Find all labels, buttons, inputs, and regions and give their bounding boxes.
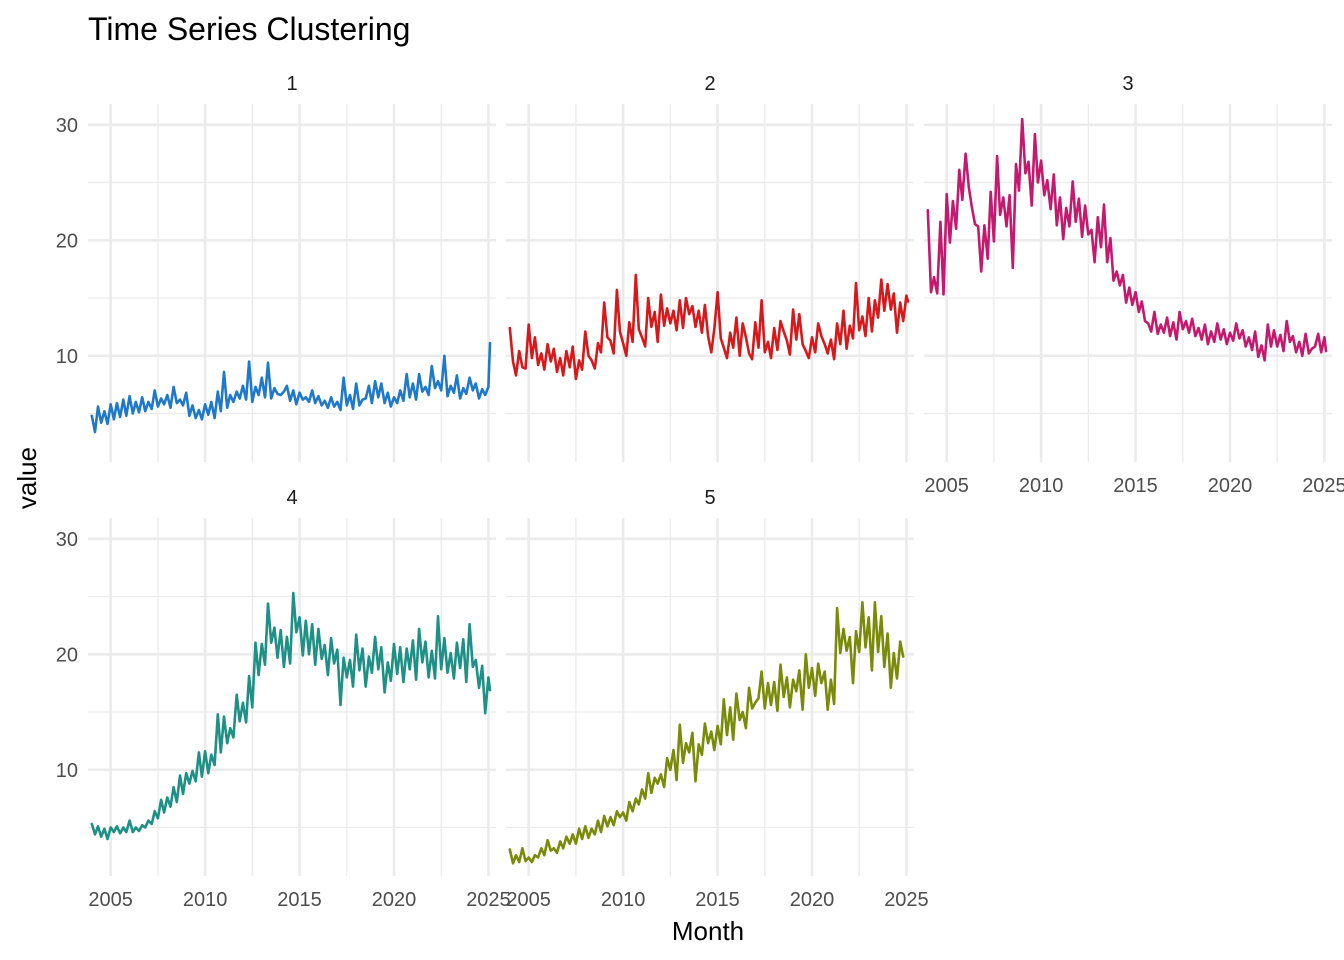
x-tick-label: 2005	[88, 889, 133, 911]
x-tick-label: 2020	[372, 889, 417, 911]
x-axis-title: Month	[672, 916, 744, 946]
x-tick-label: 2015	[1113, 475, 1158, 497]
series-line-cluster-3	[926, 117, 1328, 362]
y-tick-label: 30	[56, 529, 78, 551]
series-line-cluster-1	[90, 341, 492, 434]
x-tick-label: 2010	[1019, 475, 1064, 497]
x-tick-label: 2005	[506, 889, 551, 911]
facet-strip-label: 4	[286, 487, 297, 509]
series-line-cluster-4	[90, 591, 492, 841]
x-tick-label: 2010	[183, 889, 228, 911]
x-tick-label: 2010	[601, 889, 646, 911]
chart-title: Time Series Clustering	[88, 11, 410, 47]
facet-panel-1: 1 10 20 30	[56, 73, 496, 462]
facet-panels: 1 10 20 30 2 3 2005 2010 2015 2020 2025 4 10 20 30 2005…	[56, 73, 1344, 911]
facet-strip-label: 2	[704, 73, 715, 95]
facet-strip-label: 3	[1122, 73, 1133, 95]
facet-panel-2: 2	[506, 73, 914, 462]
series-line-cluster-5	[508, 601, 905, 865]
series-line-cluster-2	[508, 273, 910, 381]
x-tick-label: 2025	[884, 889, 929, 911]
y-tick-label: 10	[56, 760, 78, 782]
y-axis-title: value	[12, 447, 42, 509]
x-tick-label: 2020	[1208, 475, 1253, 497]
x-tick-label: 2005	[924, 475, 969, 497]
facet-strip-label: 1	[286, 73, 297, 95]
y-tick-label: 20	[56, 644, 78, 666]
facet-panel-4: 4 10 20 30 2005 2010 2015 2020 2025	[56, 487, 511, 911]
y-tick-label: 30	[56, 115, 78, 137]
x-tick-label: 2020	[790, 889, 835, 911]
x-tick-label: 2025	[466, 889, 511, 911]
facet-panel-5: 5 2005 2010 2015 2020 2025	[506, 487, 929, 911]
y-tick-label: 20	[56, 230, 78, 252]
y-tick-label: 10	[56, 346, 78, 368]
facet-panel-3: 3 2005 2010 2015 2020 2025	[924, 73, 1344, 497]
facet-strip-label: 5	[704, 487, 715, 509]
x-tick-label: 2025	[1302, 475, 1344, 497]
x-tick-label: 2015	[695, 889, 740, 911]
x-tick-label: 2015	[277, 889, 322, 911]
